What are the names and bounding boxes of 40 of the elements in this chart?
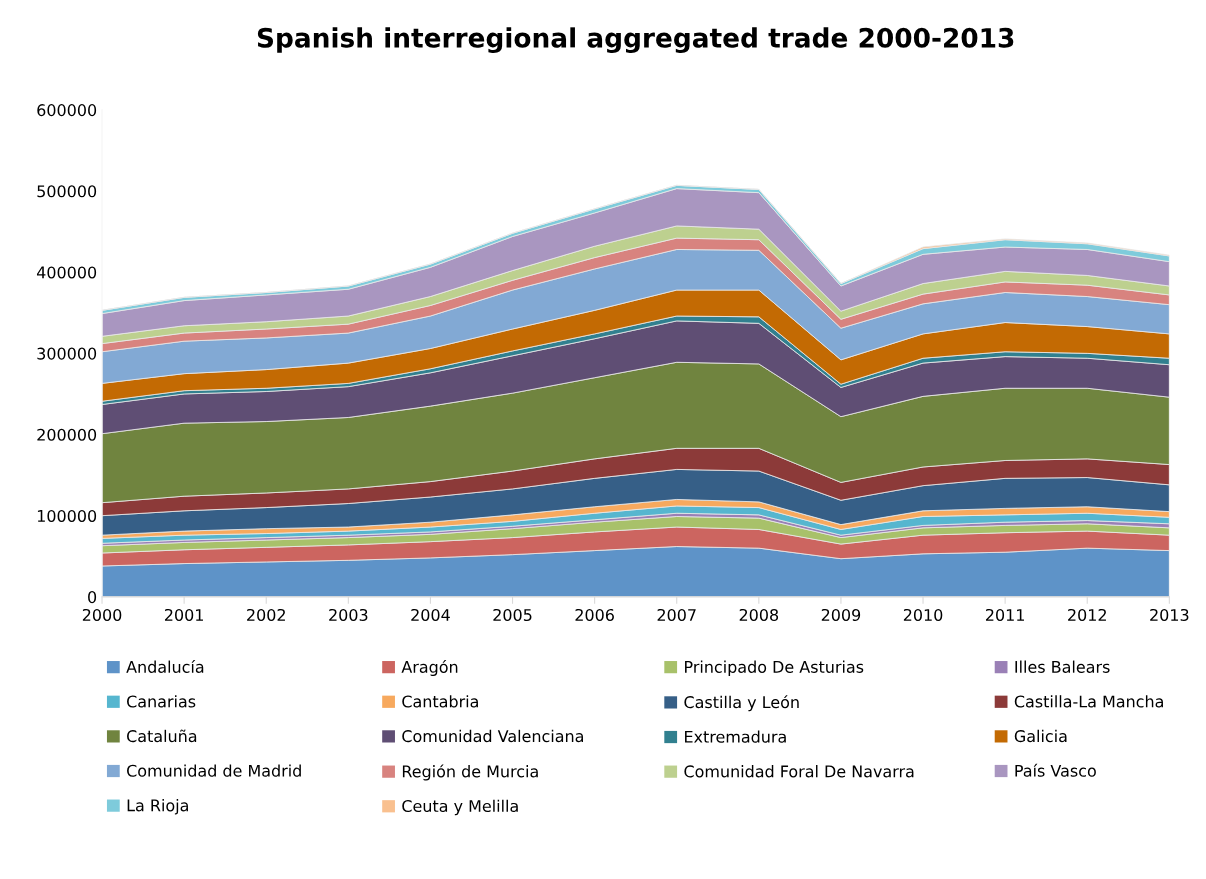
legend-label: Castilla-La Mancha bbox=[1014, 695, 1163, 708]
legend-label: País Vasco bbox=[1015, 763, 1096, 777]
y-tick-label: 200000 bbox=[37, 428, 97, 441]
x-tick-label: 2007 bbox=[657, 608, 696, 622]
legend-label: Principado De Asturias bbox=[685, 660, 864, 677]
legend-label: Castilla y León bbox=[684, 695, 799, 712]
legend-label: Aragón bbox=[401, 659, 458, 677]
x-tick-label: 2006 bbox=[575, 608, 614, 622]
x-tick-label: 2012 bbox=[1068, 608, 1106, 622]
legend-label: Región de Murcia bbox=[402, 764, 538, 781]
x-tick-label: 2004 bbox=[411, 608, 450, 622]
x-tick-label: 2000 bbox=[82, 608, 122, 622]
legend-label: Illes Balears bbox=[1015, 660, 1110, 673]
legend-label: Galicia bbox=[1014, 729, 1067, 743]
chart-title: Spanish interregional aggregated trade 2000-2013 bbox=[257, 27, 1014, 54]
legend-label: Cataluña bbox=[127, 729, 197, 743]
y-tick-label: 600000 bbox=[37, 104, 97, 117]
x-tick-label: 2001 bbox=[164, 608, 203, 622]
y-tick-label: 100000 bbox=[37, 509, 97, 522]
y-tick-label: 400000 bbox=[36, 266, 97, 279]
x-tick-label: 2003 bbox=[329, 608, 368, 622]
legend-label: Extremadura bbox=[685, 730, 786, 743]
x-tick-label: 2013 bbox=[1150, 608, 1189, 622]
legend-label: Andalucía bbox=[126, 659, 204, 673]
x-tick-label: 2005 bbox=[493, 608, 532, 622]
legend-label: La Rioja bbox=[127, 799, 188, 815]
y-tick-label: 0 bbox=[88, 591, 97, 604]
y-tick-label: 500000 bbox=[37, 185, 97, 198]
legend-label: Canarias bbox=[127, 695, 196, 708]
legend-label: Cantabria bbox=[402, 695, 478, 708]
x-tick-label: 2002 bbox=[247, 608, 285, 622]
x-tick-label: 2008 bbox=[739, 608, 779, 622]
legend-label: Comunidad Foral De Navarra bbox=[684, 765, 914, 778]
y-tick-label: 300000 bbox=[37, 347, 97, 360]
x-tick-label: 2011 bbox=[985, 608, 1024, 622]
legend-label: Comunidad Valenciana bbox=[402, 729, 583, 743]
x-tick-label: 2010 bbox=[903, 608, 943, 622]
legend-label: Comunidad de Madrid bbox=[127, 764, 301, 777]
x-tick-label: 2009 bbox=[821, 608, 861, 622]
legend-label: Ceuta y Melilla bbox=[402, 799, 518, 816]
